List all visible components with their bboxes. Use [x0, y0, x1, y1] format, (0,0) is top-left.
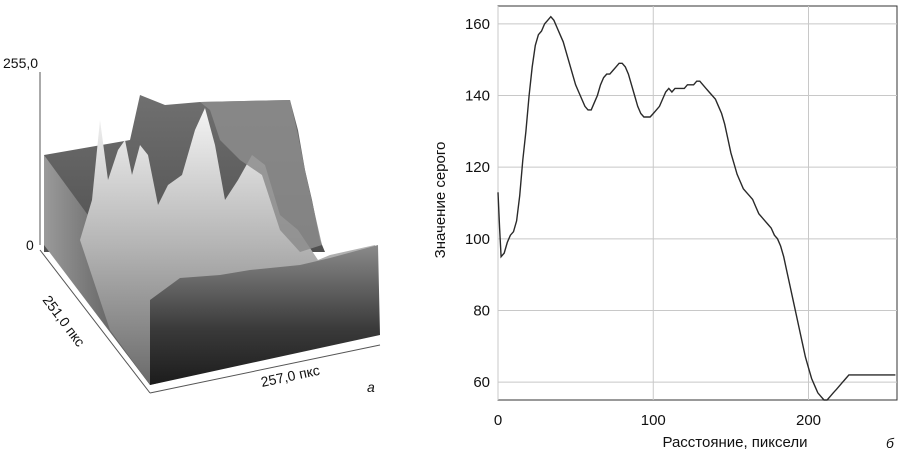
line-chart-panel: 0 100 200 60 80 100 120 140 160 Расстояние, пик…: [432, 5, 898, 451]
panel-b-letter: б: [886, 435, 895, 451]
series-layer: [497, 15, 896, 401]
y-tick-label: 100: [465, 231, 490, 248]
y-axis-3d: [39, 249, 151, 394]
x-axis-label: Расстояние, пиксели: [662, 434, 807, 451]
y-tick-label: 60: [473, 374, 490, 391]
z-max-label: 255,0: [3, 55, 38, 71]
y-tick-label: 160: [465, 16, 490, 33]
x-axis-3d-label: 257,0 пкс: [259, 362, 321, 390]
y-tick-label: 80: [473, 302, 490, 319]
y-tick-label: 140: [465, 88, 490, 105]
surface-front-face: [150, 245, 380, 385]
plot-frame: [497, 5, 898, 401]
x-tick-label: 0: [494, 412, 502, 429]
panel-a-letter: а: [367, 379, 375, 395]
y-tick-label: 120: [465, 159, 490, 176]
z-min-label: 0: [26, 237, 34, 253]
y-axis-label: Значение серого: [432, 142, 449, 259]
surface-ridge: [200, 100, 322, 252]
x-tick-label: 200: [796, 412, 821, 429]
grid: [497, 6, 897, 400]
x-axis-3d: [149, 344, 381, 394]
x-tick-label: 100: [641, 412, 666, 429]
series-line: [497, 15, 896, 401]
x-ticks: 0 100 200: [494, 412, 821, 429]
y-axis-3d-label: 251,0 пкс: [40, 292, 89, 349]
y-ticks: 60 80 100 120 140 160: [465, 16, 490, 391]
surface-3d-panel: 255,0 0 251,0 пкс 257,0 пкс а: [3, 55, 381, 395]
